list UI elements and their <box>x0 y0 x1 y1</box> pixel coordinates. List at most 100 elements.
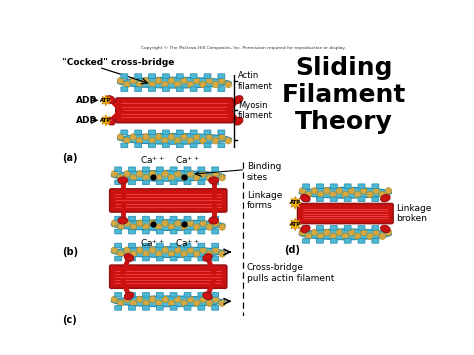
Circle shape <box>336 229 342 236</box>
FancyBboxPatch shape <box>135 87 142 92</box>
Circle shape <box>193 251 200 257</box>
Circle shape <box>143 77 149 84</box>
Circle shape <box>385 229 392 236</box>
FancyBboxPatch shape <box>184 306 191 310</box>
FancyBboxPatch shape <box>170 243 177 248</box>
Circle shape <box>206 134 212 140</box>
FancyBboxPatch shape <box>109 265 227 288</box>
FancyBboxPatch shape <box>190 74 197 78</box>
Circle shape <box>137 171 143 177</box>
Circle shape <box>367 233 373 240</box>
FancyBboxPatch shape <box>184 293 191 297</box>
Circle shape <box>168 300 174 306</box>
Circle shape <box>219 300 225 306</box>
Circle shape <box>330 233 336 240</box>
Circle shape <box>212 171 219 177</box>
Circle shape <box>187 220 194 226</box>
FancyBboxPatch shape <box>176 130 183 135</box>
Ellipse shape <box>299 229 392 240</box>
Ellipse shape <box>106 96 115 103</box>
FancyBboxPatch shape <box>184 229 191 234</box>
FancyBboxPatch shape <box>143 256 149 261</box>
FancyBboxPatch shape <box>170 180 177 185</box>
Text: Linkage
forms: Linkage forms <box>247 191 282 210</box>
Circle shape <box>168 134 174 140</box>
Ellipse shape <box>111 296 225 307</box>
Circle shape <box>168 224 174 230</box>
Text: Actin
filament: Actin filament <box>238 71 273 91</box>
FancyBboxPatch shape <box>198 180 205 185</box>
Circle shape <box>200 137 206 144</box>
FancyBboxPatch shape <box>212 256 219 261</box>
Ellipse shape <box>234 117 243 125</box>
FancyBboxPatch shape <box>115 306 122 310</box>
Circle shape <box>193 134 200 140</box>
Circle shape <box>149 220 155 226</box>
FancyBboxPatch shape <box>302 225 310 230</box>
Polygon shape <box>289 197 301 209</box>
FancyBboxPatch shape <box>190 143 197 148</box>
FancyBboxPatch shape <box>302 239 310 243</box>
Circle shape <box>130 77 137 84</box>
FancyBboxPatch shape <box>128 216 136 221</box>
Circle shape <box>137 137 143 144</box>
Text: Cross-bridge
pulls actin filament: Cross-bridge pulls actin filament <box>247 263 334 283</box>
FancyBboxPatch shape <box>198 256 205 261</box>
FancyBboxPatch shape <box>198 293 205 297</box>
Circle shape <box>137 296 143 302</box>
FancyBboxPatch shape <box>317 184 323 189</box>
FancyBboxPatch shape <box>143 229 149 234</box>
FancyBboxPatch shape <box>149 130 155 135</box>
Polygon shape <box>100 95 111 106</box>
Circle shape <box>200 171 206 177</box>
FancyBboxPatch shape <box>115 216 122 221</box>
Text: (a): (a) <box>62 153 77 163</box>
FancyBboxPatch shape <box>358 239 365 243</box>
Circle shape <box>200 296 206 302</box>
FancyBboxPatch shape <box>176 74 183 78</box>
FancyBboxPatch shape <box>218 87 225 92</box>
FancyBboxPatch shape <box>170 229 177 234</box>
Circle shape <box>162 137 168 144</box>
FancyBboxPatch shape <box>344 197 351 202</box>
Ellipse shape <box>111 247 225 257</box>
FancyBboxPatch shape <box>149 74 155 78</box>
Text: Myosin
filament: Myosin filament <box>238 101 273 120</box>
Circle shape <box>181 77 187 84</box>
Ellipse shape <box>118 217 128 224</box>
Circle shape <box>168 175 174 181</box>
Text: ATP: ATP <box>290 222 301 227</box>
Circle shape <box>130 251 137 257</box>
Circle shape <box>118 175 124 181</box>
Circle shape <box>299 229 305 236</box>
FancyBboxPatch shape <box>212 216 219 221</box>
Circle shape <box>193 77 200 84</box>
Circle shape <box>212 220 219 226</box>
Polygon shape <box>289 218 301 230</box>
Circle shape <box>149 247 155 253</box>
Text: (c): (c) <box>62 315 77 325</box>
FancyBboxPatch shape <box>149 87 155 92</box>
Circle shape <box>168 251 174 257</box>
Circle shape <box>361 187 367 194</box>
Circle shape <box>379 191 385 198</box>
FancyBboxPatch shape <box>149 143 155 148</box>
Circle shape <box>155 175 162 181</box>
Circle shape <box>193 300 200 306</box>
FancyBboxPatch shape <box>344 239 351 243</box>
Ellipse shape <box>209 177 219 184</box>
Circle shape <box>219 77 225 84</box>
FancyBboxPatch shape <box>198 243 205 248</box>
Circle shape <box>219 134 225 140</box>
FancyBboxPatch shape <box>330 184 337 189</box>
Circle shape <box>149 171 155 177</box>
FancyBboxPatch shape <box>170 216 177 221</box>
Circle shape <box>162 296 168 302</box>
Circle shape <box>130 300 137 306</box>
FancyBboxPatch shape <box>212 167 219 171</box>
FancyBboxPatch shape <box>116 98 233 123</box>
Circle shape <box>348 187 355 194</box>
FancyBboxPatch shape <box>176 143 183 148</box>
FancyBboxPatch shape <box>372 197 379 202</box>
Circle shape <box>187 296 194 302</box>
